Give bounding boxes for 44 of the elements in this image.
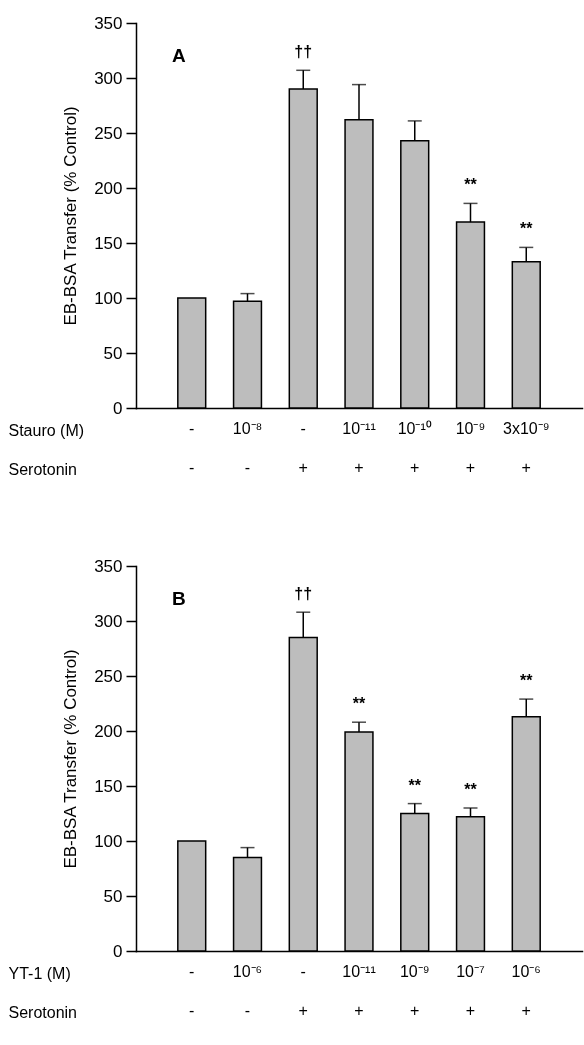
text: Stauro (M) Serotonin [8,421,85,478]
category-label: - - [189,419,195,476]
category-label: 10⁻⁸ - [232,419,263,476]
y-tick-label: 300 [94,68,123,88]
y-tick-label: 250 [94,666,123,686]
category-label: 10⁻⁹ + [399,962,430,1019]
annotation: †† [294,585,313,603]
category-label: - + [298,962,308,1019]
annotation: ** [520,220,534,238]
y-tick-label: 100 [94,831,123,851]
category-label: 3x10⁻⁹ + [502,419,550,476]
y-tick-label: 150 [94,233,123,253]
y-axis-title: EB-BSA Transfer (% Control) [61,649,81,869]
category-label: - + [298,419,308,476]
y-tick-label: 150 [94,776,123,796]
category-label: 10⁻⁶ - [232,962,263,1019]
y-tick-label: 350 [94,556,123,576]
text: YT-1 (M) Serotonin [8,964,77,1021]
annotation: ** [464,176,478,194]
y-tick-label: 200 [94,721,123,741]
y-tick-label: 350 [94,13,123,33]
y-tick-label: 0 [113,941,123,961]
category-label: 10⁻⁹ + [455,419,486,476]
y-tick-label: 100 [94,288,123,308]
y-tick-label: 300 [94,611,123,631]
annotation: ** [352,695,366,713]
y-tick-label: 0 [113,398,123,418]
category-label: 10⁻⁷ + [456,962,485,1019]
y-tick-label: 50 [103,343,123,363]
annotation: B [172,588,186,609]
annotation: A [172,45,186,66]
annotation: †† [294,43,313,61]
category-label: 10⁻¹¹ + [342,419,376,476]
annotation: ** [520,672,534,690]
category-label: 10⁻⁶ + [511,962,541,1019]
y-axis-title: EB-BSA Transfer (% Control) [61,106,81,326]
category-label: - - [189,962,195,1019]
annotation: ** [408,776,422,794]
category-label: 10⁻¹¹ + [342,962,376,1019]
y-tick-label: 250 [94,123,123,143]
category-label: 10⁻¹⁰ + [397,419,432,476]
y-tick-label: 200 [94,178,123,198]
annotation: ** [464,781,478,798]
y-tick-label: 50 [103,886,123,906]
